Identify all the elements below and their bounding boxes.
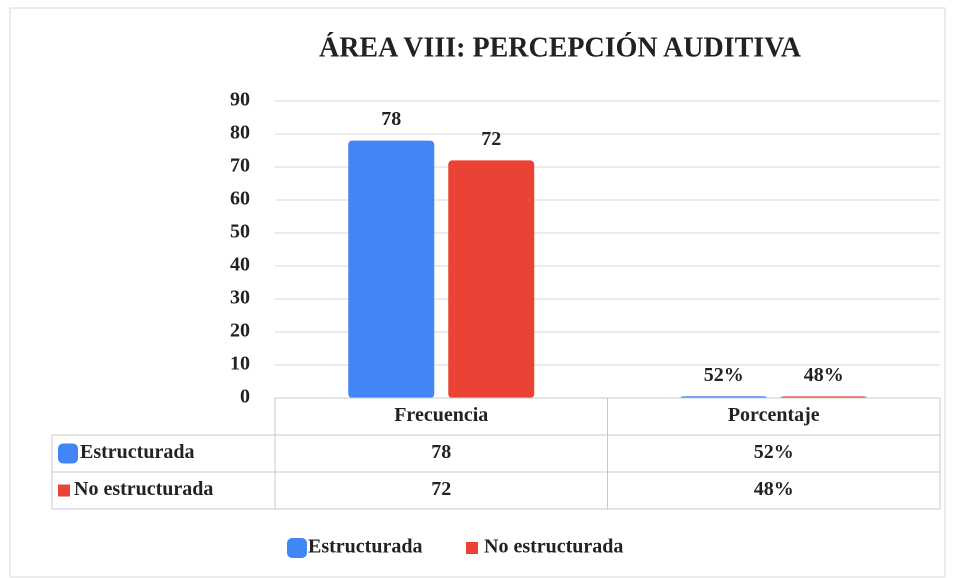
y-tick-label: 20	[230, 320, 250, 342]
y-tick-label: 10	[230, 353, 250, 375]
y-tick-label: 80	[230, 122, 250, 144]
table-cell: 48%	[754, 478, 794, 500]
y-tick-label: 90	[230, 89, 250, 111]
y-tick-label: 50	[230, 221, 250, 243]
data-label: 48%	[804, 364, 844, 386]
y-tick-label: 60	[230, 188, 250, 210]
table-series-name: No estructurada	[74, 478, 213, 500]
bar	[348, 140, 435, 398]
legend-label: No estructurada	[484, 536, 623, 558]
y-tick-label: 30	[230, 287, 250, 309]
table-legend-key	[58, 484, 70, 497]
legend-label: Estructurada	[308, 536, 422, 558]
data-label: 72	[481, 128, 501, 150]
y-tick-label: 0	[240, 386, 250, 408]
x-tick-label: Frecuencia	[394, 404, 488, 426]
table-cell: 72	[431, 478, 451, 500]
table-legend-key	[58, 443, 78, 464]
chart-title: ÁREA VIII: PERCEPCIÓN AUDITIVA	[319, 32, 802, 63]
table-series-name: Estructurada	[80, 441, 194, 463]
table-cell: 78	[431, 441, 451, 463]
legend-key	[466, 542, 478, 554]
table-cell: 52%	[754, 441, 794, 463]
y-tick-label: 70	[230, 155, 250, 177]
x-tick-label: Porcentaje	[728, 404, 820, 426]
bar	[448, 160, 535, 398]
data-label: 78	[381, 108, 401, 130]
data-label: 52%	[704, 364, 744, 386]
legend-key	[287, 538, 307, 558]
y-tick-label: 40	[230, 254, 250, 276]
